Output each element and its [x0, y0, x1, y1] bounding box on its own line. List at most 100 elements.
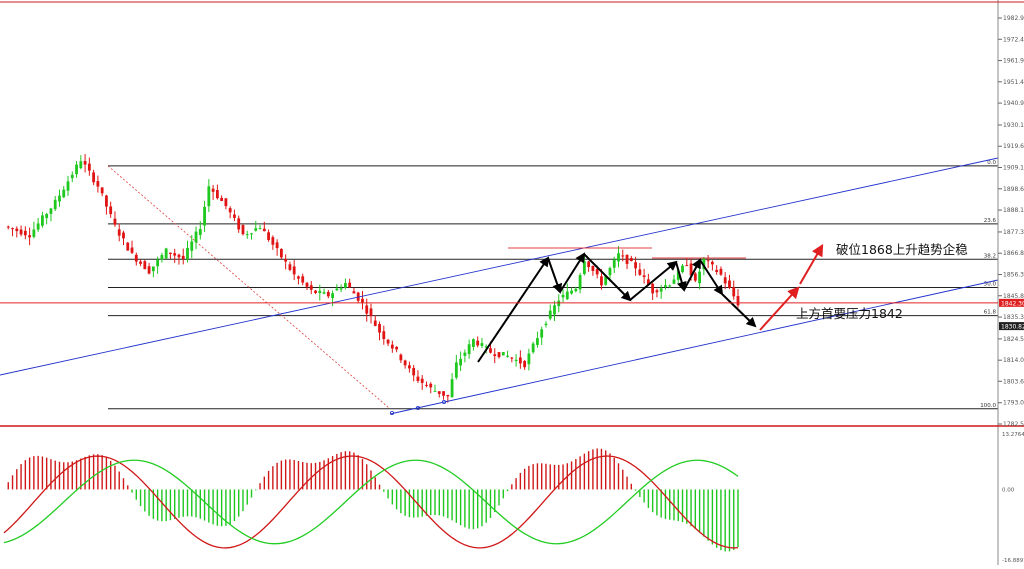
- candle-body: [41, 215, 44, 226]
- candle-body: [600, 276, 603, 286]
- candle-body: [198, 229, 202, 235]
- price-marker-label: 1842.30: [1001, 300, 1024, 307]
- candle-body: [352, 291, 356, 294]
- candle-body: [565, 291, 569, 300]
- candle-body: [634, 262, 637, 269]
- candle-body: [664, 285, 667, 287]
- y-tick-label: 1824.50: [1003, 336, 1024, 343]
- trend-arrow-segment: [583, 253, 632, 302]
- annotation-break-1868: 破位1868上升趋势企稳: [836, 242, 968, 257]
- candle-body: [403, 360, 407, 366]
- candle-body: [698, 271, 701, 284]
- candle-body: [83, 161, 87, 165]
- candle-body: [557, 300, 561, 307]
- candle-body: [412, 367, 416, 376]
- candle-body: [177, 254, 181, 258]
- candle-body: [378, 323, 381, 333]
- candle-body: [672, 279, 676, 284]
- candle-body: [79, 161, 83, 169]
- candle-body: [130, 247, 134, 253]
- candle-body: [463, 352, 467, 356]
- candle-body: [288, 264, 292, 270]
- candle-body: [32, 229, 36, 237]
- candle-body: [723, 277, 727, 284]
- candle-body: [36, 223, 40, 230]
- candle-body: [275, 242, 279, 249]
- candle-body: [719, 268, 723, 275]
- y-tick-label: 1972.40: [1003, 36, 1024, 43]
- candle-body: [676, 270, 680, 280]
- candle-body: [604, 276, 608, 285]
- candle-body: [527, 353, 531, 365]
- candle-body: [262, 228, 266, 232]
- candle-body: [122, 232, 125, 239]
- trend-arrow-segment: [629, 260, 678, 301]
- y-tick-label: 1888.10: [1003, 207, 1024, 214]
- candle-body: [190, 241, 194, 251]
- candle-body: [655, 290, 659, 293]
- candle-body: [617, 253, 620, 262]
- y-tick-label: 1982.90: [1003, 15, 1024, 22]
- candle-body: [659, 288, 663, 292]
- candle-body: [629, 258, 633, 262]
- y-tick-label: 1866.80: [1003, 250, 1024, 257]
- candle-body: [335, 288, 339, 291]
- candle-body: [160, 255, 164, 260]
- candle-body: [395, 346, 399, 350]
- candle-body: [736, 295, 740, 306]
- candle-body: [305, 282, 309, 287]
- candle-body: [454, 362, 458, 378]
- candle-body: [373, 320, 377, 326]
- candle-body: [715, 269, 719, 272]
- candle-body: [382, 331, 386, 340]
- candle-body: [425, 384, 428, 386]
- candle-body: [173, 253, 177, 256]
- candle-body: [326, 291, 330, 297]
- candle-body: [467, 344, 471, 355]
- candle-body: [220, 197, 224, 201]
- candle-body: [348, 282, 352, 288]
- candle-body: [58, 195, 61, 202]
- candle-body: [510, 357, 514, 359]
- candle-body: [211, 188, 215, 192]
- candle-body: [233, 214, 236, 218]
- candle-body: [331, 293, 334, 299]
- candle-body: [318, 290, 322, 294]
- candle-body: [113, 218, 117, 225]
- annotation-resistance-1842: 上方首要压力1842: [796, 306, 903, 321]
- candle-body: [668, 285, 672, 287]
- candle-body: [553, 305, 556, 315]
- fib-level-label: 38.2: [984, 253, 996, 259]
- candle-body: [544, 323, 548, 326]
- candle-body: [62, 189, 66, 198]
- y-tick-label: 1856.30: [1003, 271, 1024, 278]
- trend-arrow-segment: [675, 261, 687, 292]
- candle-body: [241, 225, 245, 235]
- channel-anchor-point: [389, 410, 394, 415]
- candle-body: [408, 365, 411, 369]
- candle-body: [523, 360, 527, 368]
- candle-body: [685, 265, 689, 267]
- candle-body: [45, 213, 49, 219]
- signal-line: [3, 459, 739, 545]
- candle-body: [66, 181, 70, 191]
- candle-body: [19, 229, 23, 235]
- candle-body: [309, 285, 313, 290]
- candle-body: [292, 266, 296, 275]
- y-tick-label: 1877.30: [1003, 229, 1024, 236]
- y-tick-label: 1961.90: [1003, 58, 1024, 65]
- candle-body: [728, 280, 731, 288]
- trend-arrow-segment: [699, 259, 724, 296]
- candle-body: [314, 290, 317, 294]
- macd-tick-label: -16.8897: [1002, 558, 1024, 564]
- candle-body: [194, 231, 198, 243]
- candle-body: [203, 206, 206, 226]
- candle-body: [369, 308, 373, 317]
- candle-body: [480, 343, 484, 346]
- candle-body: [621, 255, 625, 257]
- candle-body: [493, 354, 497, 357]
- candle-body: [484, 346, 488, 348]
- candle-body: [459, 358, 463, 366]
- candle-body: [250, 233, 253, 235]
- candle-body: [574, 288, 578, 292]
